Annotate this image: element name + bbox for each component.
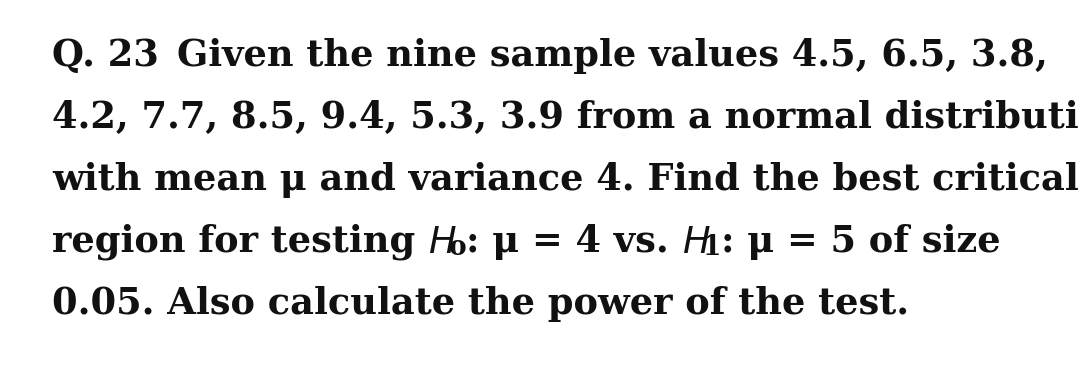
Text: : μ = 5 of size: : μ = 5 of size — [720, 224, 1000, 260]
Text: : μ = 4 vs.: : μ = 4 vs. — [467, 224, 681, 260]
Text: Given the nine sample values 4.5, 6.5, 3.8,: Given the nine sample values 4.5, 6.5, 3… — [177, 38, 1048, 74]
Text: region for testing: region for testing — [52, 224, 428, 261]
Text: 1: 1 — [702, 234, 720, 261]
Text: 0.05. Also calculate the power of the test.: 0.05. Also calculate the power of the te… — [52, 286, 909, 322]
Text: $\mathbf{\mathit{H}}$: $\mathbf{\mathit{H}}$ — [681, 224, 711, 261]
Text: 4.2, 7.7, 8.5, 9.4, 5.3, 3.9 from a normal distribution: 4.2, 7.7, 8.5, 9.4, 5.3, 3.9 from a norm… — [52, 100, 1080, 136]
Text: $\mathbf{\mathit{H}}$: $\mathbf{\mathit{H}}$ — [428, 224, 457, 261]
Text: with mean μ and variance 4. Find the best critical: with mean μ and variance 4. Find the bes… — [52, 162, 1079, 198]
Text: Q. 23: Q. 23 — [52, 38, 159, 74]
Text: o: o — [448, 234, 467, 261]
